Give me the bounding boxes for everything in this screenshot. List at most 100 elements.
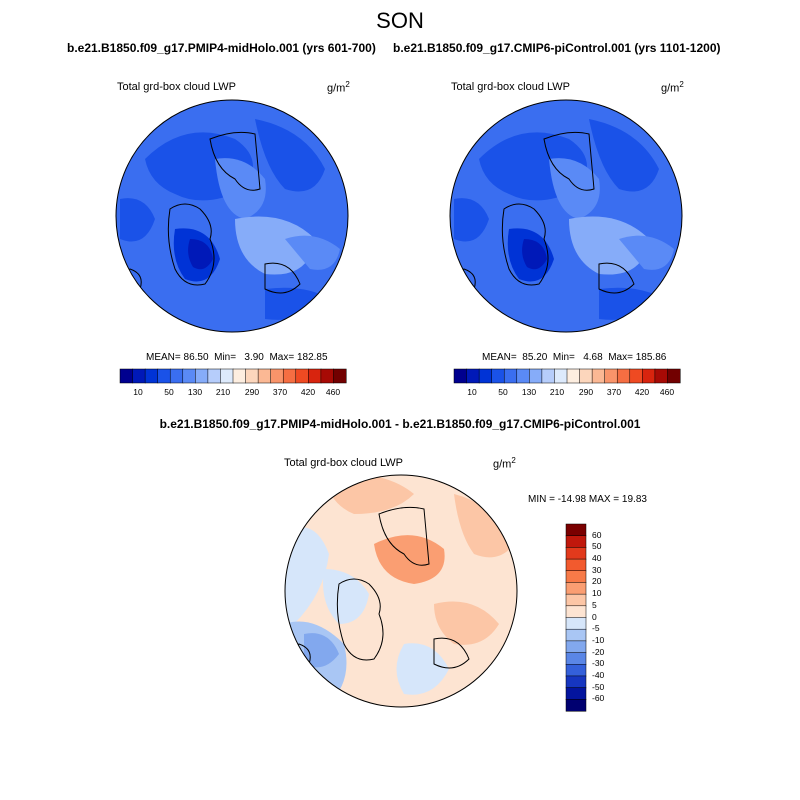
- colorbar-swatch: [565, 675, 587, 689]
- map-field-region: [188, 239, 213, 270]
- colorbar-swatch: [616, 368, 631, 384]
- colorbar-swatch: [565, 547, 587, 560]
- colorbar-difference-ticks: 60 50 40 30 20 10 5 0 -5 -10 -20 -30 -40 -50 -60: [592, 524, 622, 711]
- map-field-region: [434, 601, 499, 645]
- colorbar-right: [453, 368, 681, 384]
- colorbar-swatch: [245, 368, 259, 384]
- colorbar-tick-label: 10: [133, 387, 143, 397]
- map-field-region: [255, 119, 325, 192]
- colorbar-swatch: [257, 368, 272, 384]
- colorbar-tick-label: 20: [592, 576, 602, 587]
- colorbar-swatch: [478, 368, 493, 384]
- coastline: [453, 131, 635, 294]
- map-field-region: [522, 239, 547, 270]
- difference-title: b.e21.B1850.f09_g17.PMIP4-midHolo.001 - …: [159, 417, 641, 431]
- colorbar-tick-label: -40: [592, 669, 605, 680]
- variable-label-diff: Total grd-box cloud LWP: [284, 457, 404, 469]
- colorbar-tick-label: 420: [300, 387, 316, 397]
- colorbar-swatch: [182, 368, 196, 384]
- map-field-region: [549, 158, 600, 219]
- colorbar-swatch: [579, 368, 593, 384]
- colorbar-tick-label: 50: [498, 387, 508, 397]
- season-title: SON: [376, 8, 424, 33]
- colorbar-swatch: [169, 368, 184, 384]
- colorbar-tick-label: 50: [164, 387, 174, 397]
- map-field-region: [374, 535, 445, 584]
- colorbar-swatch: [565, 582, 587, 595]
- colorbar-tick-label: 0: [592, 611, 597, 622]
- colorbar-swatch: [157, 368, 171, 384]
- colorbar-swatch: [565, 628, 587, 642]
- colorbar-swatch: [144, 368, 159, 384]
- colorbar-tick-label: 290: [578, 387, 594, 397]
- colorbar-swatch: [565, 570, 587, 583]
- map-field-region: [265, 287, 330, 320]
- variable-label-left: Total grd-box cloud LWP: [117, 81, 237, 93]
- colorbar-left: [119, 368, 347, 384]
- colorbar-swatch: [516, 368, 530, 384]
- map-field-region: [396, 643, 449, 695]
- coastline: [288, 506, 470, 669]
- variable-label-right: Total grd-box cloud LWP: [451, 81, 571, 93]
- colorbar-tick-label: 210: [549, 387, 565, 397]
- colorbar-tick-label: -50: [592, 681, 605, 692]
- colorbar-tick-label: 460: [325, 387, 341, 397]
- colorbar-tick-label: 5: [592, 599, 597, 610]
- map-field-region: [235, 216, 315, 275]
- polar-map-right: [449, 99, 683, 333]
- colorbar-tick-label: -30: [592, 658, 605, 669]
- colorbar-swatch: [320, 368, 334, 384]
- colorbar-swatch: [566, 368, 581, 384]
- colorbar-swatch: [270, 368, 284, 384]
- colorbar-swatch: [629, 368, 643, 384]
- colorbar-tick-label: 30: [592, 564, 602, 575]
- unit-label-right: g/m2: [661, 80, 684, 95]
- colorbar-swatch: [295, 368, 309, 384]
- colorbar-tick-label: 40: [592, 553, 602, 564]
- map-field-region: [285, 235, 340, 270]
- polar-map-left: [115, 99, 349, 333]
- case-title-left: b.e21.B1850.f09_g17.PMIP4-midHolo.001 (y…: [67, 41, 376, 55]
- colorbar-swatch: [308, 368, 322, 384]
- colorbar-swatch: [565, 605, 587, 619]
- coastline: [119, 131, 301, 294]
- colorbar-swatch: [195, 368, 209, 384]
- colorbar-tick-label: -5: [592, 623, 600, 634]
- colorbar-swatch: [604, 368, 618, 384]
- map-field-region: [569, 216, 649, 275]
- colorbar-swatch: [132, 368, 146, 384]
- colorbar-swatch: [565, 558, 587, 572]
- colorbar-tick-label: 10: [467, 387, 477, 397]
- colorbar-swatch: [565, 640, 587, 654]
- map-border: [284, 474, 518, 708]
- colorbar-swatch: [565, 664, 587, 677]
- case-title-right: b.e21.B1850.f09_g17.CMIP6-piControl.001 …: [393, 41, 721, 55]
- colorbar-swatch: [565, 699, 587, 712]
- colorbar-tick-label: -20: [592, 646, 605, 657]
- colorbar-tick-label: 210: [215, 387, 231, 397]
- colorbar-tick-label: 60: [592, 529, 602, 540]
- stats-right: MEAN= 85.20 Min= 4.68 Max= 185.86: [482, 352, 667, 363]
- colorbar-swatch: [565, 652, 587, 665]
- colorbar-swatch: [119, 368, 134, 384]
- unit-label-left: g/m2: [327, 80, 350, 95]
- colorbar-tick-label: 10: [592, 588, 602, 599]
- colorbar-left-ticks: 10 50 130 210 290 370 420 460: [120, 387, 346, 399]
- map-field-region: [285, 527, 329, 624]
- colorbar-tick-label: 420: [634, 387, 650, 397]
- colorbar-tick-label: -60: [592, 693, 605, 704]
- map-field-region: [619, 235, 674, 270]
- difference-minmax: MIN = -14.98 MAX = 19.83: [528, 494, 647, 505]
- colorbar-swatch: [642, 368, 656, 384]
- colorbar-tick-label: 50: [592, 541, 602, 552]
- map-field-region: [304, 633, 339, 668]
- colorbar-swatch: [667, 368, 681, 384]
- colorbar-swatch: [591, 368, 606, 384]
- stats-left: MEAN= 86.50 Min= 3.90 Max= 182.85: [146, 352, 328, 363]
- colorbar-swatch: [333, 368, 347, 384]
- colorbar-tick-label: 370: [272, 387, 288, 397]
- colorbar-swatch: [565, 535, 587, 548]
- colorbar-right-ticks: 10 50 130 210 290 370 420 460: [454, 387, 680, 399]
- colorbar-tick-label: -10: [592, 634, 605, 645]
- map-field-region: [589, 119, 659, 192]
